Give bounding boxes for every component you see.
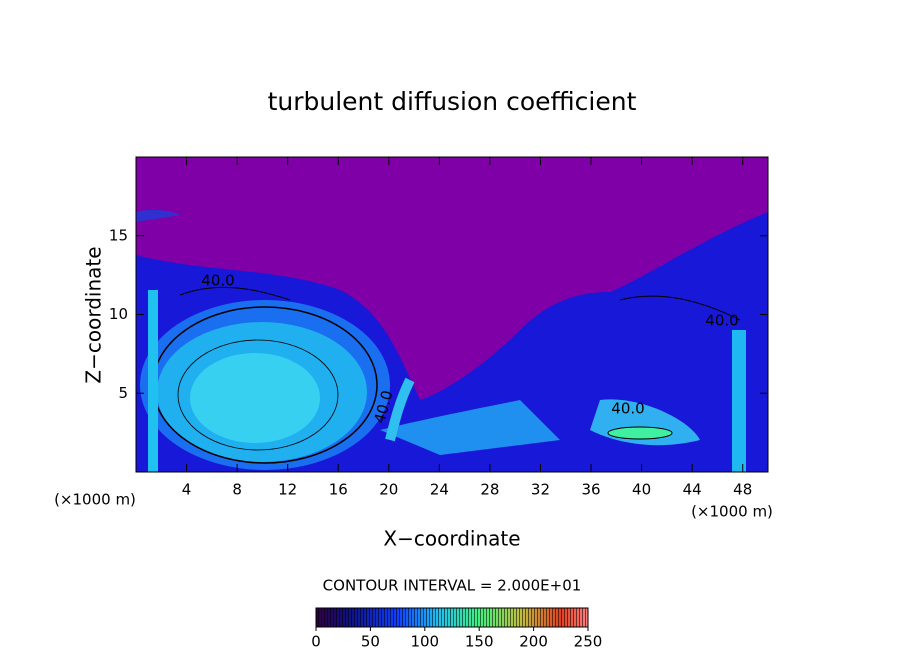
contour-interval: CONTOUR INTERVAL = 2.000E+01 (323, 577, 582, 595)
x-tick-label: 8 (232, 481, 242, 499)
y-tick-label: 15 (109, 226, 128, 244)
x-tick-label: 16 (329, 481, 348, 499)
x-tick-label: 36 (581, 481, 600, 499)
x-tick-label: 24 (430, 481, 449, 499)
colorbar-frame (315, 607, 589, 628)
contour-label: 40.0 (611, 400, 644, 418)
colorbar-tick-label: 150 (465, 633, 494, 651)
contour-field (136, 157, 768, 472)
x-tick-label: 44 (683, 481, 702, 499)
colorbar-tick-label: 100 (410, 633, 439, 651)
y-axis-label: Z−coordinate (82, 246, 106, 383)
contour-label: 40.0 (201, 272, 234, 290)
x-unit-label: (×1000 m) (54, 491, 136, 509)
x-unit-label: (×1000 m) (691, 503, 773, 521)
y-tick-label: 5 (118, 384, 128, 402)
colorbar-tick-label: 200 (519, 633, 548, 651)
x-tick-label: 20 (379, 481, 398, 499)
colorbar-tick-label: 50 (361, 633, 380, 651)
x-tick-label: 12 (278, 481, 297, 499)
chart-title: turbulent diffusion coefficient (268, 87, 637, 116)
x-axis-label: X−coordinate (383, 527, 520, 551)
x-tick-label: 32 (531, 481, 550, 499)
colorbar-tick-label: 250 (574, 633, 603, 651)
x-tick-label: 4 (182, 481, 192, 499)
contour-label: 40.0 (705, 312, 738, 330)
colorbar-tick-label: 0 (311, 633, 321, 651)
y-tick-label: 10 (109, 305, 128, 323)
x-tick-label: 48 (733, 481, 752, 499)
x-tick-label: 40 (632, 481, 651, 499)
x-tick-label: 28 (480, 481, 499, 499)
